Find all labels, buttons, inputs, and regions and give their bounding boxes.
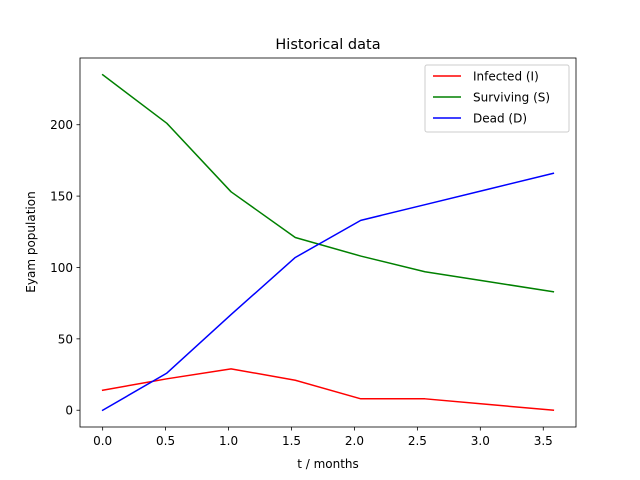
y-axis-label: Eyam population [24,191,38,292]
legend-label-1: Surviving (S) [473,91,550,105]
y-tick-label: 50 [58,332,73,346]
series-line-2 [101,172,555,412]
plot-area: 0.0 0.5 1.0 1.5 2.0 2.5 3.0 3.5 0 50 100 150 200 [50,57,577,448]
x-tick-label: 1.0 [219,434,238,448]
x-tick-label: 2.0 [345,434,364,448]
y-tick-label: 100 [50,261,73,275]
x-tick-label: 3.5 [534,434,553,448]
legend-label-0: Infected (I) [473,70,539,84]
x-tick-label: 0.0 [93,434,112,448]
x-tick-label: 1.5 [282,434,301,448]
x-tick-label: 2.5 [408,434,427,448]
y-tick-label: 0 [65,404,73,418]
series-line-1 [101,73,555,293]
x-tick-label: 3.0 [471,434,490,448]
y-tick-label: 150 [50,190,73,204]
legend: Infected (I) Surviving (S) Dead (D) [424,64,570,133]
legend-label-2: Dead (D) [473,112,527,126]
legend-box [424,64,570,133]
series-line-0 [101,368,555,412]
axes-frame [79,57,577,428]
x-axis-label: t / months [297,457,359,471]
x-tick-label: 0.5 [156,434,175,448]
chart-title: Historical data [275,37,380,53]
y-tick-label: 200 [50,118,73,132]
